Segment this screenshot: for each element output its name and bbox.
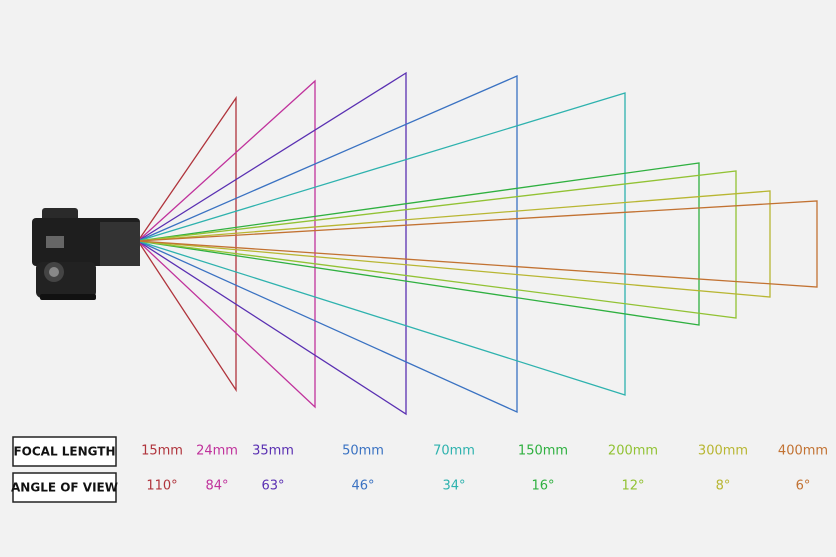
focal-length: 50mm xyxy=(342,444,384,459)
label-box xyxy=(12,472,117,503)
focal-length: 400mm xyxy=(778,444,828,459)
row-label: ANGLE OF VIEW xyxy=(11,481,118,495)
view-cones xyxy=(135,71,818,416)
view-cone xyxy=(135,92,626,396)
focal-length: 24mm xyxy=(196,444,238,459)
view-cone xyxy=(137,162,700,326)
focal-length: 150mm xyxy=(518,444,568,459)
focal-length: 15mm xyxy=(141,444,183,459)
view-cone xyxy=(137,200,818,288)
angle-of-view: 16° xyxy=(531,479,554,494)
focal-length: 300mm xyxy=(698,444,748,459)
view-cone xyxy=(137,190,771,298)
view-cone xyxy=(136,75,518,414)
angle-of-view: 34° xyxy=(442,479,465,494)
focal-length: 200mm xyxy=(608,444,658,459)
focal-length: 35mm xyxy=(252,444,294,459)
focal-length: 70mm xyxy=(433,444,475,459)
row-label: FOCAL LENGTH xyxy=(13,445,115,459)
view-cone xyxy=(137,79,316,409)
view-cone xyxy=(137,170,737,319)
label-box xyxy=(12,436,117,467)
angle-of-view: 110° xyxy=(146,479,177,494)
angle-of-view: 12° xyxy=(621,479,644,494)
angle-of-view: 6° xyxy=(796,479,811,494)
angle-of-view: 63° xyxy=(261,479,284,494)
angle-of-view: 84° xyxy=(205,479,228,494)
view-cone xyxy=(136,71,407,416)
angle-of-view: 46° xyxy=(351,479,374,494)
angle-of-view: 8° xyxy=(716,479,731,494)
camera xyxy=(32,208,140,300)
view-cone xyxy=(137,95,237,393)
